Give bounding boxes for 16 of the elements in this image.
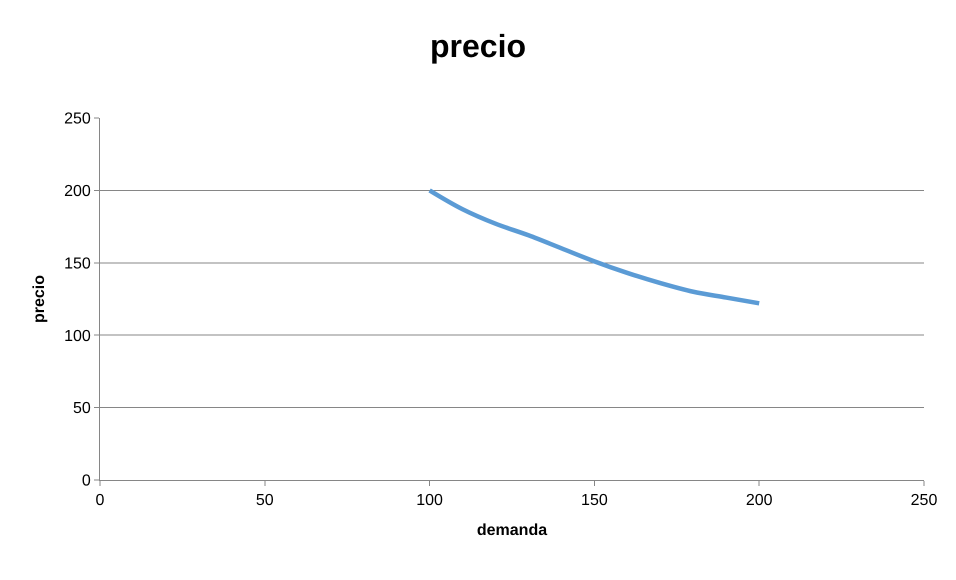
x-tick-label: 250 bbox=[910, 492, 938, 510]
x-tick-label: 150 bbox=[581, 492, 608, 510]
y-tick-label: 0 bbox=[82, 472, 91, 490]
x-axis-title: demanda bbox=[476, 522, 548, 539]
y-tick-label: 200 bbox=[64, 183, 91, 200]
y-axis-title: precio bbox=[30, 274, 48, 324]
x-tick-label: 200 bbox=[746, 492, 773, 510]
x-tick-label: 50 bbox=[256, 492, 274, 510]
y-tick-label: 50 bbox=[73, 400, 91, 418]
y-tick-label: 100 bbox=[64, 328, 91, 345]
x-tick-label: 100 bbox=[416, 492, 444, 510]
x-tick-label: 0 bbox=[96, 492, 105, 510]
y-tick-label: 250 bbox=[64, 110, 91, 128]
chart-title: precio bbox=[430, 28, 526, 64]
y-tick-label: 150 bbox=[64, 255, 91, 272]
line-series bbox=[427, 188, 762, 306]
